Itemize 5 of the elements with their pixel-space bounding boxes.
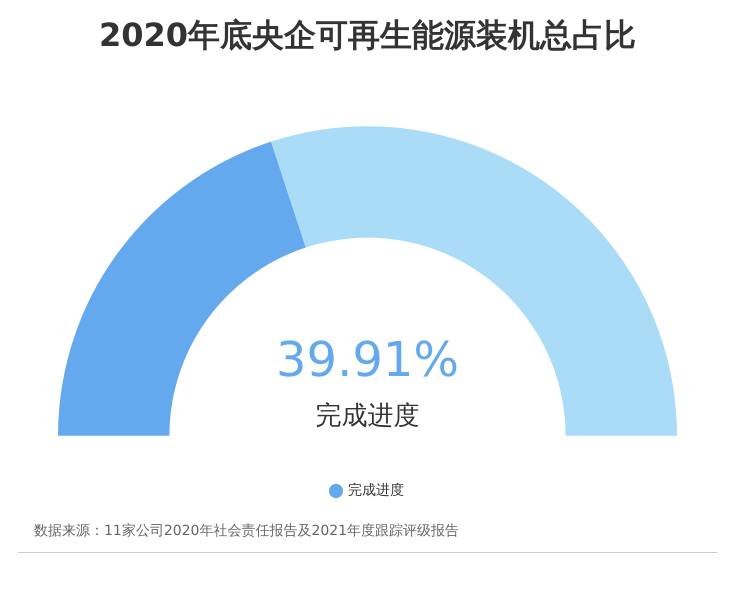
source-note: 数据来源：11家公司2020年社会责任报告及2021年度跟踪评级报告 xyxy=(18,508,717,553)
chart-title: 2020年底央企可再生能源装机总占比 xyxy=(98,15,638,56)
legend-label: 完成进度 xyxy=(348,482,404,499)
category-label: 完成进度 xyxy=(316,400,420,431)
text: 39.91% xyxy=(276,332,460,388)
